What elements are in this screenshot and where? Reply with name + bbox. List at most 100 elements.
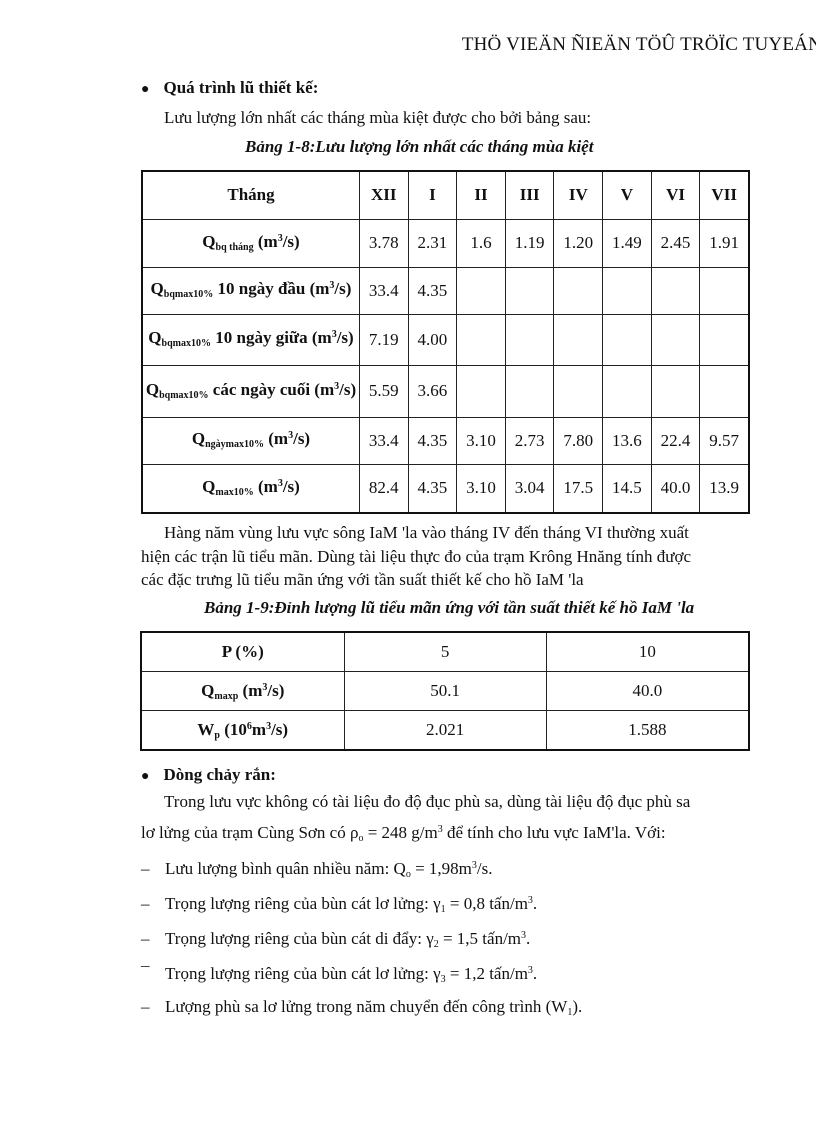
table-cell (456, 313, 506, 366)
row-label: Qngàymax10% (m3/s) (141, 416, 360, 465)
table-cell (650, 364, 701, 418)
row-label: Wp (106m3/s) (140, 710, 345, 751)
table-cell: 82.4 (358, 463, 409, 514)
table-row: Qbqmax10% 10 ngày đầu (m3/s) 33.4 4.35 (141, 266, 750, 315)
row-label: Qbqmax10% 10 ngày giữa (m3/s) (141, 313, 360, 366)
table-cell: 3.10 (456, 463, 506, 514)
table-cell (504, 266, 555, 315)
table-cell: 3.10 (456, 416, 506, 465)
table-cell: 13.9 (699, 463, 750, 514)
bullet-icon: ● (141, 82, 150, 97)
list-item: ¯ Trọng lượng riêng của bùn cát lơ lửng: … (141, 964, 538, 985)
row-label: Qbqmax10% 10 ngày đầu (m3/s) (141, 266, 360, 315)
table-cell: 33.4 (358, 416, 409, 465)
table-row: Qngàymax10% (m3/s) 33.4 4.35 3.10 2.73 7.80 13… (141, 416, 750, 465)
table-header-row: Tháng XII I II III IV V VI VII (141, 170, 750, 220)
paragraph-line: lơ lửng của trạm Cùng Sơn có ρo = 248 g/… (141, 823, 666, 844)
dash-bullet: – (141, 929, 150, 948)
table-row: Qbq tháng (m3/s) 3.78 2.31 1.6 1.19 1.20 1.49 2… (141, 218, 750, 268)
row-label: P (%) (140, 631, 345, 672)
table-cell: 10 (545, 631, 750, 672)
table2-caption: Bảng 1-9:Đỉnh lượng lũ tiểu mãn ứng với … (204, 598, 695, 617)
table-cell: 2.021 (343, 710, 547, 751)
row-label: Qbq tháng (m3/s) (141, 218, 360, 268)
table-cell: 5 (343, 631, 547, 672)
table-cell (456, 266, 506, 315)
table-cell (602, 364, 652, 418)
table-cell (504, 364, 555, 418)
header-cell: IV (553, 170, 604, 220)
list-item: – Trọng lượng riêng của bùn cát di đẩy: γ… (141, 929, 531, 950)
header-cell: Tháng (141, 170, 360, 220)
section-heading-flood: ● Quá trình lũ thiết kế: (141, 78, 318, 98)
table-cell (650, 313, 701, 366)
table-row: Qbqmax10% các ngày cuối (m3/s) 5.59 3.66 (141, 364, 750, 418)
header-cell: VI (650, 170, 701, 220)
table-cell (456, 364, 506, 418)
header-cell: VII (699, 170, 750, 220)
table-cell: 13.6 (602, 416, 652, 465)
header-cell: XII (358, 170, 409, 220)
table1-caption: Bảng 1-8:Lưu lượng lớn nhất các tháng mù… (245, 137, 594, 156)
table-cell: 3.04 (504, 463, 555, 514)
paragraph-line: Trong lưu vực không có tài liệu đo độ đụ… (164, 792, 691, 811)
table-row: Wp (106m3/s) 2.021 1.588 (140, 710, 750, 751)
row-label: Qbqmax10% các ngày cuối (m3/s) (141, 364, 360, 418)
paragraph-line: các đặc trưng lũ tiểu mãn ứng với tần su… (141, 570, 584, 589)
table-cell: 3.78 (358, 218, 409, 268)
table-cell: 7.19 (358, 313, 409, 366)
table-cell (553, 364, 604, 418)
table-cell (699, 364, 750, 418)
bullet-icon: ● (141, 769, 150, 784)
table-cell: 33.4 (358, 266, 409, 315)
table-cell: 1.6 (456, 218, 506, 268)
header-cell: V (602, 170, 652, 220)
dash-bullet: – (141, 894, 150, 913)
table-cell: 40.0 (650, 463, 701, 514)
dash-bullet: – (141, 997, 150, 1016)
table-cell: 50.1 (343, 671, 547, 711)
table-cell: 17.5 (553, 463, 604, 514)
table-cell: 3.66 (407, 364, 458, 418)
table-cell (602, 313, 652, 366)
table-row: Qmaxp (m3/s) 50.1 40.0 (140, 671, 750, 711)
table-cell: 40.0 (545, 671, 750, 711)
paragraph-line: hiện các trận lũ tiểu mãn. Dùng tài liệu… (141, 547, 692, 566)
list-item: – Lượng phù sa lơ lửng trong năm chuyển đ… (141, 997, 583, 1018)
section-heading-sediment: ● Dòng chảy rắn: (141, 765, 276, 785)
table-cell: 4.35 (407, 416, 458, 465)
table-cell: 4.00 (407, 313, 458, 366)
table-cell: 5.59 (358, 364, 409, 418)
table-monthly-discharge: Tháng XII I II III IV V VI VII Qbq tháng… (141, 170, 750, 514)
table-cell: 4.35 (407, 463, 458, 514)
table-cell (504, 313, 555, 366)
table-cell (650, 266, 701, 315)
table-cell: 1.20 (553, 218, 604, 268)
table-cell: 9.57 (699, 416, 750, 465)
row-label: Qmax10% (m3/s) (141, 463, 360, 514)
table-cell: 1.91 (699, 218, 750, 268)
table-cell: 2.31 (407, 218, 458, 268)
table-cell: 1.49 (602, 218, 652, 268)
header-cell: II (456, 170, 506, 220)
heading-text: Quá trình lũ thiết kế: (163, 78, 319, 97)
paragraph-line: Hàng năm vùng lưu vực sông IaM 'la vào t… (164, 523, 689, 542)
table-cell: 14.5 (602, 463, 652, 514)
row-label: Qmaxp (m3/s) (140, 671, 345, 711)
table-cell (699, 313, 750, 366)
table-row: Qbqmax10% 10 ngày giữa (m3/s) 7.19 4.00 (141, 313, 750, 366)
table-cell (553, 313, 604, 366)
intro-text: Lưu lượng lớn nhất các tháng mùa kiệt đư… (164, 108, 592, 127)
table-cell: 4.35 (407, 266, 458, 315)
table-row: P (%) 5 10 (140, 631, 750, 672)
table-flood-peak: P (%) 5 10 Qmaxp (m3/s) 50.1 40.0 Wp (10… (140, 631, 750, 751)
heading-text: Dòng chảy rắn: (163, 765, 276, 784)
header-cell: III (504, 170, 555, 220)
dash-bullet: – (141, 859, 150, 878)
table-cell: 22.4 (650, 416, 701, 465)
table-cell: 1.588 (545, 710, 750, 751)
list-item: – Lưu lượng bình quân nhiều năm: Qo = 1,9… (141, 859, 493, 880)
page-header: THÖ VIEÄN ÑIEÄN TÖÛ TRÖÏC TUYEÁN (461, 34, 816, 55)
table-cell: 2.73 (504, 416, 555, 465)
table-cell (602, 266, 652, 315)
